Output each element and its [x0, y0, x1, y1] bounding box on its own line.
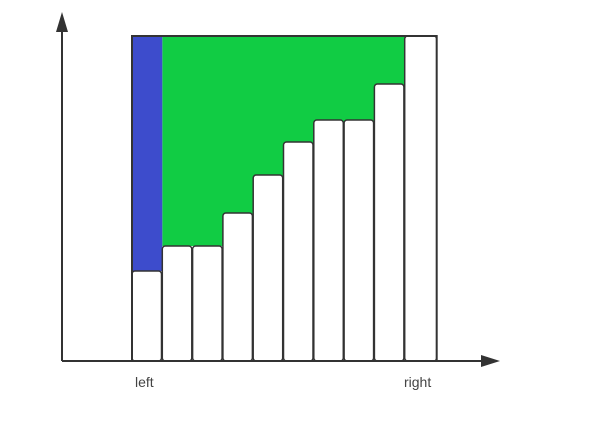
bar-group — [131, 35, 438, 362]
bar-4 — [222, 212, 254, 362]
y-axis-arrow-icon — [56, 12, 68, 32]
bar-10 — [403, 35, 438, 362]
bar-3 — [191, 245, 223, 362]
bar-7 — [313, 119, 345, 362]
y-axis — [56, 12, 68, 361]
right-pointer-label: right — [404, 374, 432, 390]
bar-6 — [282, 141, 314, 362]
x-axis-arrow-icon — [481, 355, 500, 367]
left-pointer-label: left — [135, 374, 154, 390]
blue-area-region — [132, 36, 163, 271]
bar-9 — [373, 83, 405, 362]
bar-1 — [131, 270, 163, 362]
bar-8 — [343, 119, 375, 362]
bar-2 — [161, 245, 193, 362]
bar-5 — [252, 174, 284, 362]
x-axis — [62, 355, 500, 367]
